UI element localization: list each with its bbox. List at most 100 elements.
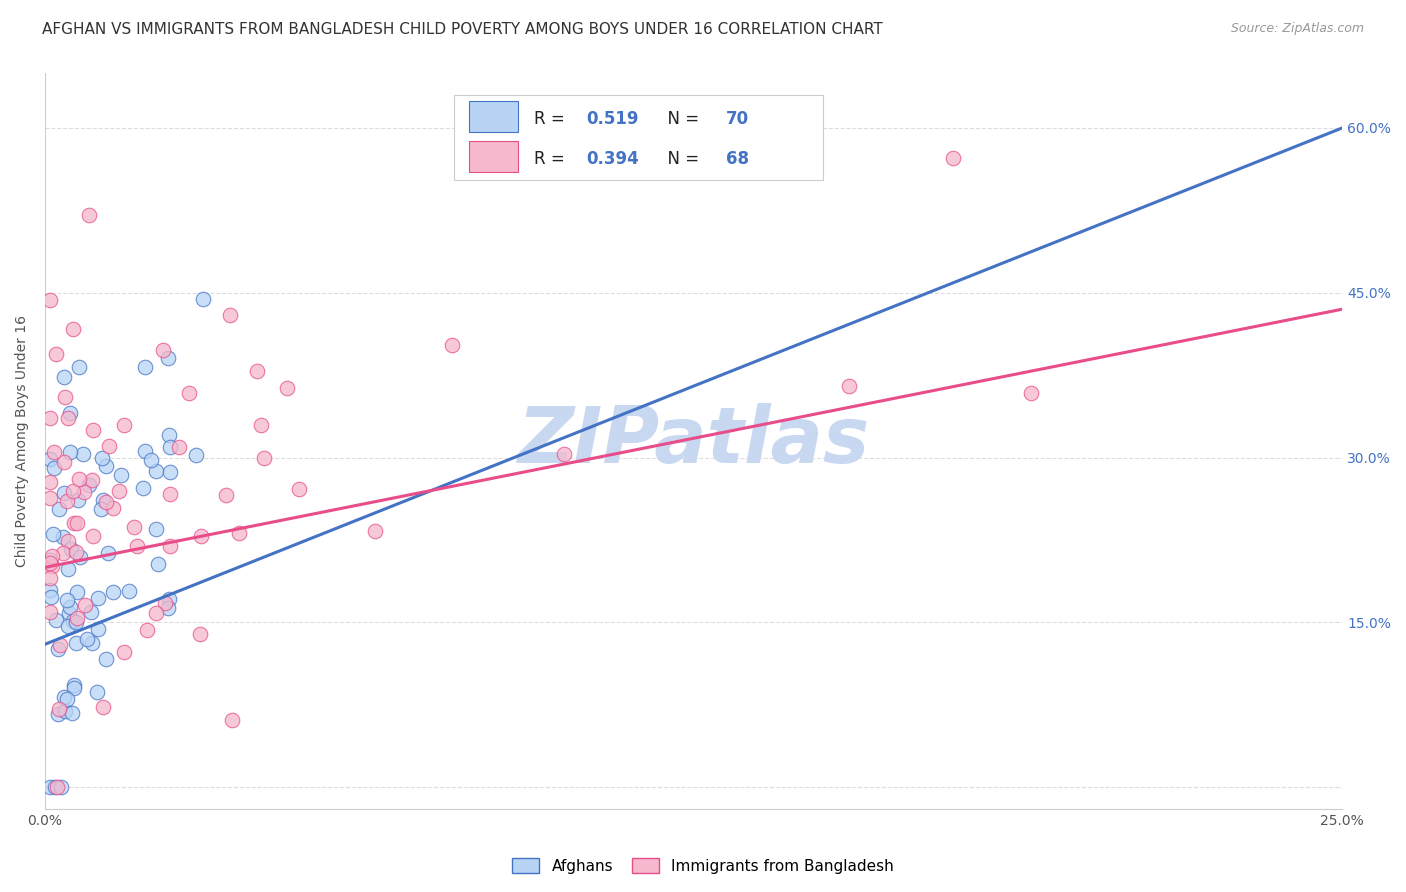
FancyBboxPatch shape (470, 101, 519, 132)
Point (118, 583, 141, 598)
Point (63, 516, 86, 530)
Point (39, 780, 62, 794)
Point (39, 293, 62, 308)
Point (184, 448, 207, 462)
Point (65, 545, 87, 559)
Point (44, 445, 66, 459)
Point (179, 385, 201, 400)
Text: N =: N = (657, 150, 704, 168)
Point (41, 549, 63, 563)
Point (49, 780, 72, 794)
Point (62, 615, 84, 629)
Point (45, 347, 67, 361)
Point (48, 639, 70, 653)
Point (1019, 385, 1042, 400)
Point (56, 411, 79, 425)
Point (39, 556, 62, 570)
Point (87, 591, 110, 606)
Point (253, 450, 276, 465)
Point (56, 494, 79, 508)
Point (66, 611, 89, 625)
Text: Source: ZipAtlas.com: Source: ZipAtlas.com (1230, 22, 1364, 36)
Point (53, 690, 76, 704)
Point (288, 483, 311, 497)
Point (838, 379, 860, 393)
Point (87, 622, 110, 636)
Point (52, 530, 75, 544)
Legend: Afghans, Immigrants from Bangladesh: Afghans, Immigrants from Bangladesh (506, 852, 900, 880)
Point (39, 491, 62, 505)
Point (942, 151, 965, 165)
Point (156, 351, 179, 366)
Point (246, 364, 269, 378)
Point (155, 596, 177, 610)
Point (56, 691, 79, 706)
Point (86, 685, 108, 699)
Point (56, 562, 79, 576)
Point (159, 427, 181, 442)
FancyBboxPatch shape (470, 141, 519, 172)
Point (103, 500, 125, 515)
Point (108, 484, 131, 499)
Point (63, 678, 86, 692)
Y-axis label: Child Poverty Among Boys Under 16: Child Poverty Among Boys Under 16 (15, 315, 30, 567)
Point (709, 100, 731, 114)
Point (159, 539, 181, 553)
Point (221, 713, 243, 727)
Point (56, 593, 79, 607)
Point (65, 636, 87, 650)
Point (159, 486, 181, 500)
Point (62, 322, 84, 336)
Point (62, 681, 84, 695)
Text: R =: R = (534, 150, 569, 168)
Point (91, 700, 114, 714)
Point (440, 338, 463, 352)
Text: 0.519: 0.519 (586, 110, 638, 128)
Point (41, 558, 63, 573)
Point (45, 613, 67, 627)
Point (159, 465, 181, 479)
Point (73, 598, 96, 612)
Point (53, 705, 76, 719)
Point (39, 452, 62, 467)
Point (364, 524, 387, 538)
Point (136, 623, 159, 637)
Point (94, 495, 117, 509)
Point (145, 522, 167, 536)
Point (52, 486, 75, 500)
Text: 70: 70 (725, 110, 749, 128)
Point (156, 601, 179, 615)
Point (53, 390, 76, 404)
Point (66, 516, 89, 530)
Text: ZIPatlas: ZIPatlas (517, 403, 870, 479)
Point (80, 605, 103, 619)
Point (657, 160, 679, 174)
Point (39, 571, 62, 585)
Point (59, 599, 82, 614)
Point (96, 458, 118, 473)
Point (52, 546, 75, 560)
Point (193, 293, 215, 307)
Text: N =: N = (657, 110, 704, 128)
Point (190, 529, 212, 543)
Point (214, 488, 236, 502)
Point (48, 502, 70, 516)
Point (218, 308, 240, 322)
Point (110, 468, 132, 483)
Point (127, 540, 149, 554)
Point (112, 417, 135, 432)
Point (134, 360, 156, 375)
Point (134, 443, 156, 458)
Text: 0.394: 0.394 (586, 150, 638, 168)
Point (42, 526, 65, 541)
Point (157, 591, 180, 606)
Text: AFGHAN VS IMMIGRANTS FROM BANGLADESH CHILD POVERTY AMONG BOYS UNDER 16 CORRELATI: AFGHAN VS IMMIGRANTS FROM BANGLADESH CHI… (42, 22, 883, 37)
Point (190, 627, 212, 641)
Point (66, 493, 89, 508)
Point (59, 406, 82, 420)
Point (53, 455, 76, 469)
Point (60, 542, 83, 557)
Point (97, 546, 120, 560)
Point (553, 447, 575, 461)
Point (69, 359, 91, 374)
